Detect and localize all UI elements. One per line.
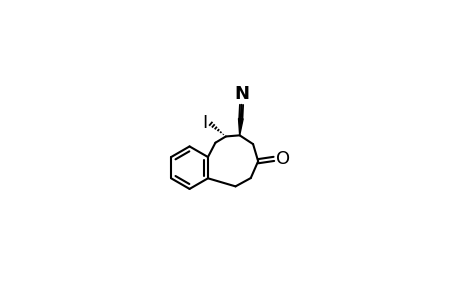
Text: N: N — [234, 85, 249, 103]
Text: I: I — [202, 114, 207, 132]
Text: O: O — [275, 150, 290, 168]
Polygon shape — [238, 118, 243, 135]
